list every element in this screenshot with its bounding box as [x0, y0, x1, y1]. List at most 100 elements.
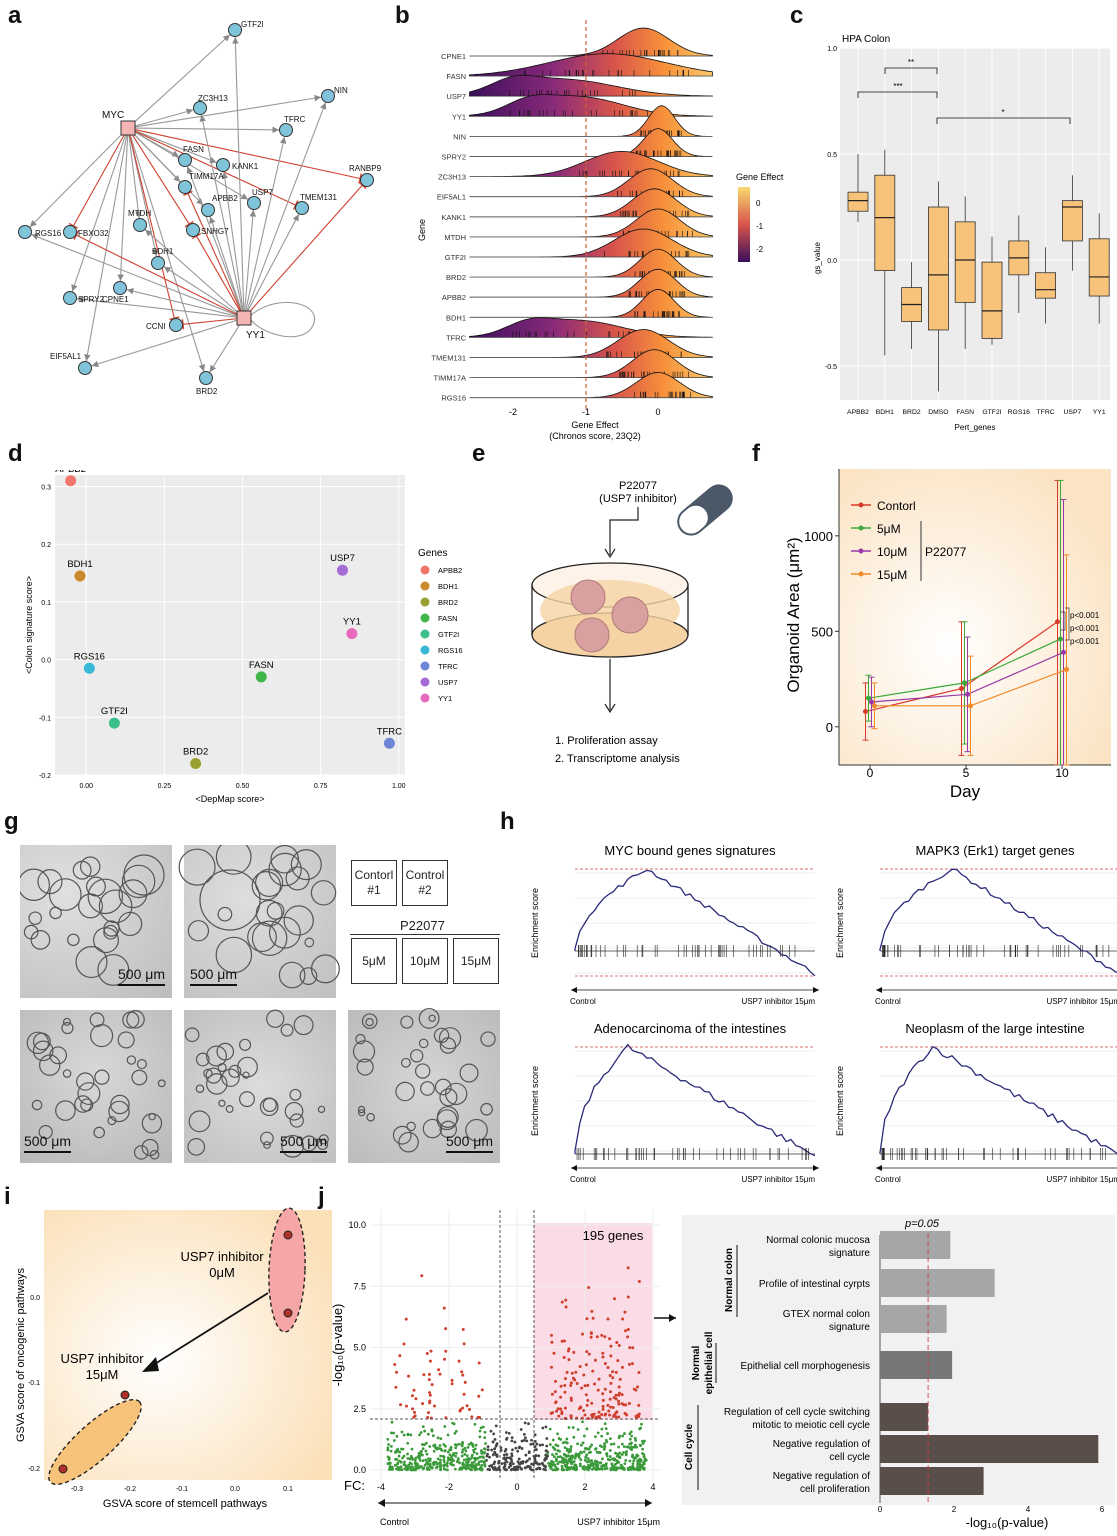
- box-gtf2i: [981, 261, 1003, 339]
- v-ylabel: -log₁₀(p-value): [330, 1304, 345, 1387]
- box-xtick-apbb2: APBB2: [847, 409, 869, 416]
- i-xtick-3: -0.1: [176, 1486, 188, 1493]
- panel-label-c: c: [790, 2, 804, 29]
- node-eif5al1: [78, 361, 92, 375]
- edge-myc-brd2: [129, 133, 206, 372]
- ridge-label-spry2: SPRY2: [442, 153, 466, 162]
- point-tfrc: [383, 737, 395, 749]
- v-ytick: 7.5: [353, 1281, 366, 1291]
- f-pval-0: p<0.001: [1070, 611, 1100, 620]
- node-label-rgs16: RGS16: [35, 229, 62, 238]
- edge-myc-spry2: [71, 133, 127, 292]
- pill-icon: [677, 484, 733, 536]
- gsea-left-1: Control: [875, 997, 901, 1006]
- scatter-depmap: 0.00 0.25 0.50 0.75 1.00 0.3 0.2 0.1 0.0 -0.1 -0.2…: [24, 470, 463, 804]
- point-apbb2: [65, 475, 77, 487]
- ridge-legend-title: Gene Effect: [736, 172, 784, 182]
- ridge-label-apbb2: APBB2: [442, 293, 466, 302]
- petri-dish-icon: [531, 562, 689, 714]
- j-group3: Cell cycle: [684, 1423, 695, 1470]
- edge-yy1-zc3h13: [199, 114, 244, 313]
- edge-yy1-usp7: [243, 209, 257, 313]
- i-ylabel: GSVA score of oncogenic pathways: [15, 1267, 27, 1442]
- j-group2b: epithelial cell: [704, 1331, 715, 1394]
- legend-dot-fasn: [420, 613, 430, 623]
- edge-myc-tmem131: [133, 130, 296, 206]
- gsea-ylabel-2: Enrichment score: [530, 1066, 540, 1136]
- ridge-label-cpne1: CPNE1: [441, 52, 466, 61]
- v-ytick: 0.0: [353, 1465, 366, 1475]
- edge-yy1-kank1: [221, 171, 244, 313]
- g-box-control-2: Control #2: [402, 860, 448, 906]
- gsea-left-3: Control: [875, 1175, 901, 1183]
- node-cpne1: [113, 281, 127, 295]
- node-label-tmem131: TMEM131: [300, 193, 337, 202]
- node-label-eif5al1: EIF5AL1: [50, 352, 82, 361]
- edge-yy1-ranbp9: [247, 184, 363, 314]
- ridge-label-tfrc: TFRC: [446, 333, 467, 342]
- j-label2-5: cell cycle: [829, 1452, 870, 1463]
- box-ytick: -0.5: [825, 364, 837, 371]
- v-xtick: 2: [582, 1482, 587, 1492]
- gsea-right-1: USP7 inhibitor 15μm: [1046, 997, 1117, 1006]
- point-brd2: [190, 757, 202, 769]
- ridge-label-fasn: FASN: [446, 72, 466, 81]
- edge-myc-kank1: [133, 129, 217, 164]
- node-spry2: [63, 291, 77, 305]
- ridge-legend-1: -1: [756, 222, 764, 231]
- legend-dot-apbb2: [420, 565, 430, 575]
- i-xlabel: GSVA score of stemcell pathways: [103, 1498, 268, 1510]
- f-pval-2: p<0.001: [1070, 637, 1100, 646]
- gsva-scatter: USP7 inhibitor 0μM USP7 inhibitor 15μM -…: [15, 1207, 332, 1510]
- scalebar-5: 500 μm: [446, 1133, 493, 1153]
- panel-label-d: d: [8, 440, 23, 467]
- i-xtick-1: -0.3: [71, 1486, 83, 1493]
- legend-dot-bdh1: [420, 581, 430, 591]
- g-box-10um: 10μM: [402, 938, 448, 984]
- gsea-right-2: USP7 inhibitor 15μm: [741, 1175, 815, 1183]
- scalebar-2: 500 μm: [190, 966, 237, 986]
- ridge-xlabel2: (Chronos score, 23Q2): [549, 431, 641, 441]
- v-ytick: 5.0: [353, 1343, 366, 1353]
- edge-myc-rgs16: [29, 131, 125, 228]
- g-group-label: P22077: [400, 918, 445, 933]
- edge-yy1-rgs16: [31, 233, 239, 317]
- box-xtick-brd2: BRD2: [903, 409, 921, 416]
- gsea-curve-3: [879, 1045, 1117, 1155]
- inhibit-bar: [184, 220, 194, 228]
- ridgeline-chart: CPNE1 FASN USP7 YY1 NIN SPRY2 ZC3H13 EIF5AL1 KAN…: [417, 20, 784, 441]
- legend-label-fasn: FASN: [438, 614, 458, 623]
- j-pline: p=0.05: [904, 1218, 940, 1230]
- i-g2b: 15μM: [86, 1367, 119, 1382]
- v-right: USP7 inhibitor 15μm: [577, 1517, 660, 1527]
- legend-label-apbb2: APBB2: [438, 566, 462, 575]
- f-xtick: 0: [867, 766, 874, 780]
- e-drug: P22077: [619, 480, 657, 492]
- node-label-cpne1: CPNE1: [102, 295, 129, 304]
- edge-yy1-eif5al1: [91, 319, 239, 368]
- node-label-fasn: FASN: [183, 145, 204, 154]
- j-label1-2: GTEX normal colon: [783, 1309, 870, 1320]
- i-xtick-5: 0.1: [283, 1486, 293, 1493]
- network-diagram: GTF2I ZC3H13 NIN TFRC RANBP9 FASN KANK1 TIMM17A…: [18, 20, 382, 395]
- edge-yy1-gtf2i: [232, 36, 245, 313]
- edge-yy1-ccni: [182, 318, 239, 325]
- v-ytick: 2.5: [353, 1404, 366, 1414]
- gsea-ylabel-1: Enrichment score: [835, 888, 845, 958]
- edge-myc-tfrc: [133, 126, 280, 134]
- point-label-apbb2: APBB2: [55, 470, 86, 475]
- node-brd2: [199, 371, 213, 385]
- node-label-spry2: SPRY2: [78, 295, 105, 304]
- gsea-ylabel-0: Enrichment score: [530, 888, 540, 958]
- box-yy1: [1088, 238, 1110, 297]
- e-step2: 2. Transcriptome analysis: [555, 753, 680, 765]
- j-group2a: Normal: [691, 1346, 702, 1381]
- volcano-plot: -4 -2 0 2 4 10.0 7.5 5.0 2.5 0.0 195 genes -log₁₀…: [330, 1210, 676, 1527]
- node-label-ranbp9: RANBP9: [349, 164, 382, 173]
- node-label-ccni: CCNI: [146, 322, 166, 331]
- box-xtick-fasn: FASN: [956, 409, 974, 416]
- node-label-fbxo32: FBXO32: [78, 229, 109, 238]
- v-xtick: -4: [377, 1482, 385, 1492]
- d-xtick: 0.25: [158, 783, 172, 790]
- edge-yy1-fbxo32: [76, 234, 239, 316]
